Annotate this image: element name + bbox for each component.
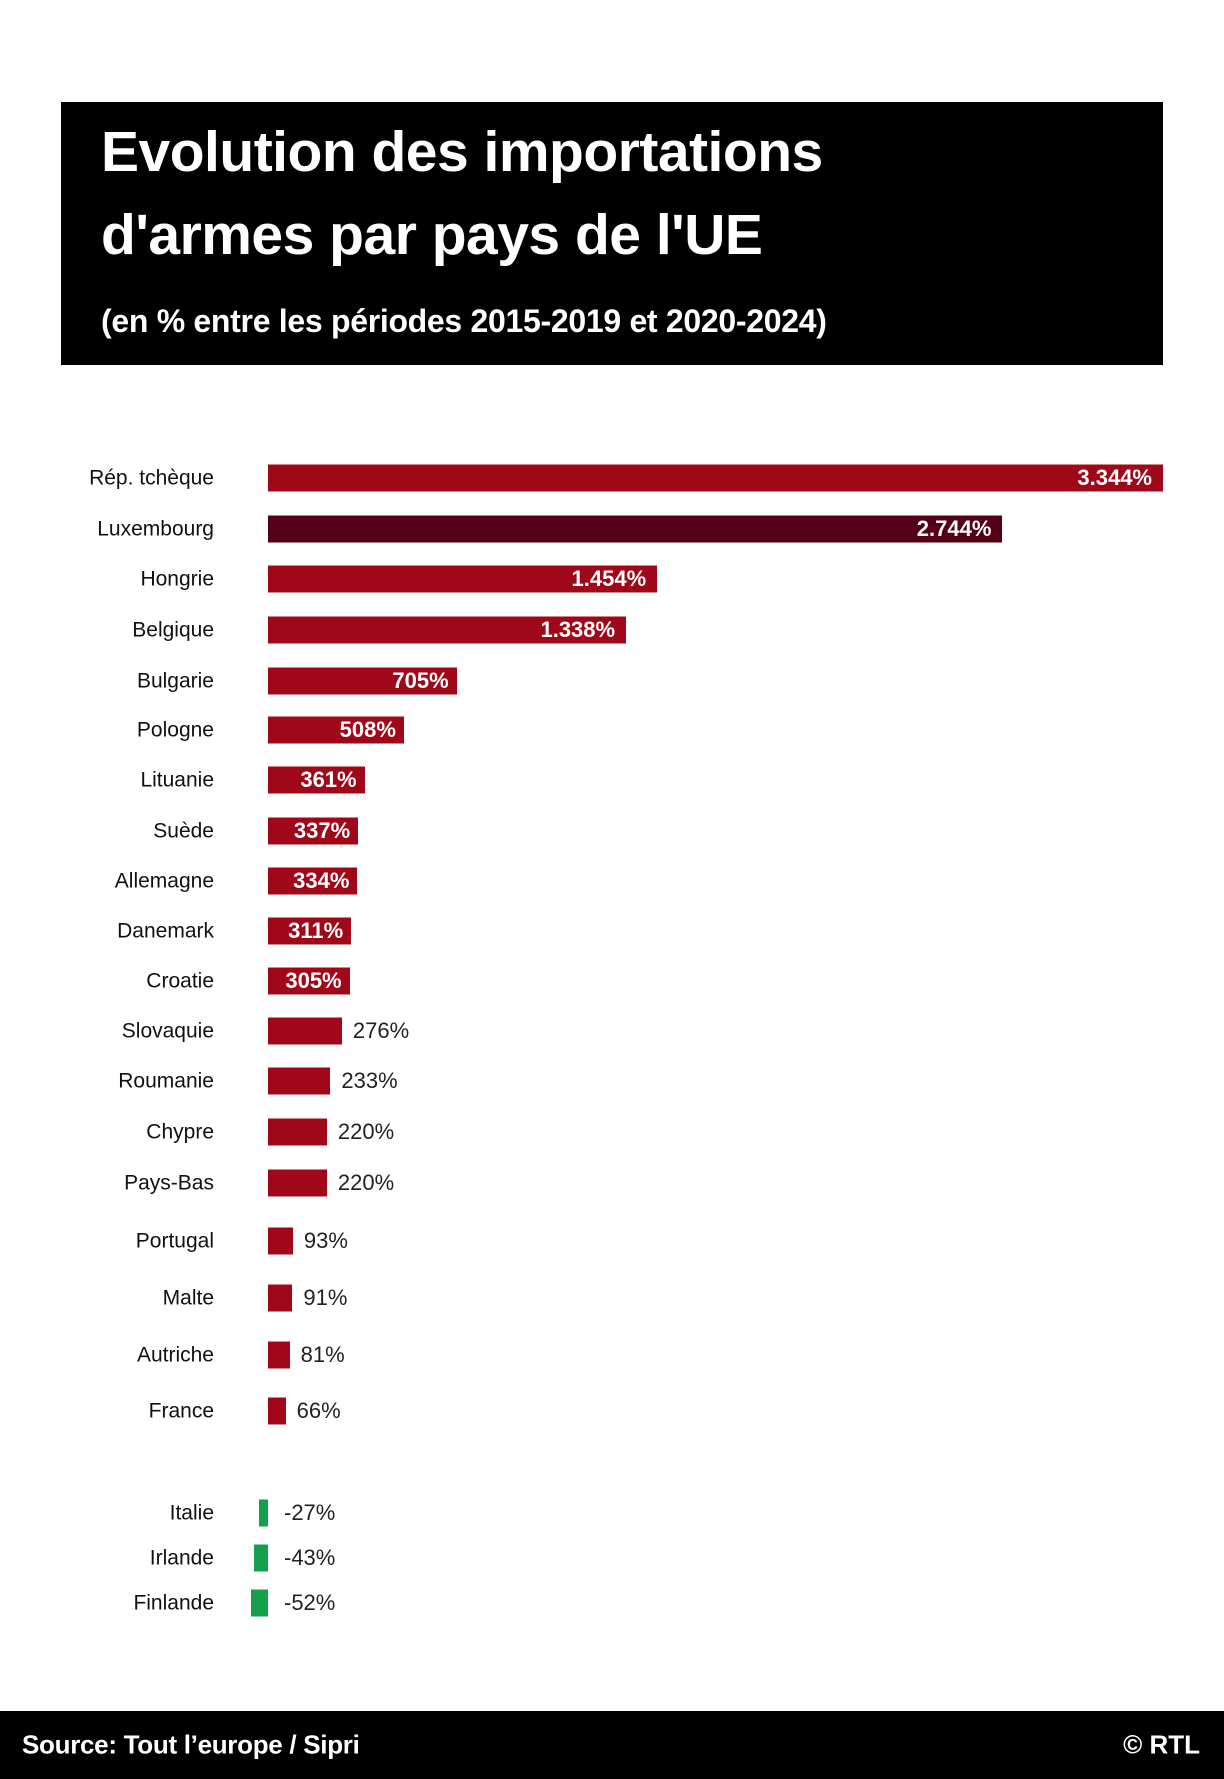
value-label-bulgarie: 705% bbox=[392, 668, 449, 693]
category-label-chypre: Chypre bbox=[146, 1120, 214, 1144]
category-label-croatie: Croatie bbox=[146, 969, 214, 993]
chart-subtitle: (en % entre les périodes 2015-2019 et 20… bbox=[101, 303, 827, 339]
bar-irlande bbox=[253, 1544, 268, 1572]
category-label-irlande: Irlande bbox=[149, 1546, 214, 1570]
category-label-danemark: Danemark bbox=[117, 919, 214, 943]
value-label-pays-bas: 220% bbox=[337, 1170, 395, 1195]
bar-italie bbox=[258, 1499, 268, 1527]
value-label-rep-tcheque: 3.344% bbox=[1077, 465, 1152, 490]
value-label-belgique: 1.338% bbox=[540, 617, 616, 642]
bar-roumanie bbox=[268, 1067, 331, 1095]
category-label-bulgarie: Bulgarie bbox=[136, 669, 214, 693]
bar-chart: Rép. tchèque 3.344% Luxembourg 2.744% Hongri… bbox=[89, 464, 1163, 1617]
bar-allemagne bbox=[268, 867, 358, 895]
value-label-chypre: 220% bbox=[337, 1119, 395, 1144]
bar-hongrie bbox=[268, 565, 658, 593]
value-label-roumanie: 233% bbox=[341, 1068, 398, 1093]
bar-pays-bas bbox=[268, 1169, 327, 1197]
category-label-hongrie: Hongrie bbox=[140, 567, 214, 591]
value-label-irlande: -43% bbox=[284, 1545, 336, 1570]
value-label-lituanie: 361% bbox=[300, 767, 357, 792]
value-label-italie: -27% bbox=[284, 1500, 336, 1525]
category-label-suede: Suède bbox=[153, 819, 214, 843]
category-label-slovaquie: Slovaquie bbox=[121, 1019, 214, 1043]
value-label-finlande: -52% bbox=[284, 1590, 336, 1615]
bar-croatie bbox=[268, 967, 350, 995]
value-label-portugal: 93% bbox=[303, 1228, 348, 1253]
bar-luxembourg bbox=[268, 515, 1003, 543]
footer-bar: Source: Tout l’europe / Sipri © RTL bbox=[0, 1711, 1224, 1779]
category-label-pays-bas: Pays-Bas bbox=[124, 1171, 214, 1195]
category-label-portugal: Portugal bbox=[135, 1229, 214, 1253]
value-label-hongrie: 1.454% bbox=[571, 566, 647, 591]
category-label-allemagne: Allemagne bbox=[114, 869, 214, 893]
category-label-france: France bbox=[148, 1399, 214, 1423]
category-label-autriche: Autriche bbox=[136, 1343, 214, 1367]
category-label-italie: Italie bbox=[169, 1501, 214, 1525]
value-label-suede: 337% bbox=[293, 818, 351, 843]
category-label-rep-tcheque: Rép. tchèque bbox=[89, 466, 214, 490]
title-box: Evolution des importations d'armes par p… bbox=[61, 102, 1163, 365]
bar-rep-tcheque bbox=[268, 464, 1163, 492]
value-label-slovaquie: 276% bbox=[352, 1018, 410, 1043]
category-label-belgique: Belgique bbox=[132, 618, 214, 642]
value-label-luxembourg: 2.744% bbox=[916, 516, 992, 541]
bar-france bbox=[268, 1397, 286, 1425]
value-label-allemagne: 334% bbox=[293, 868, 350, 893]
bar-belgique bbox=[268, 616, 627, 644]
bar-bulgarie bbox=[268, 667, 457, 695]
category-label-luxembourg: Luxembourg bbox=[97, 517, 214, 541]
copyright-rtl: © RTL bbox=[1123, 1729, 1200, 1760]
source-credit: Source: Tout l’europe / Sipri bbox=[22, 1729, 360, 1760]
chart-title-line-2: d'armes par pays de l'UE bbox=[101, 203, 763, 267]
bar-suede bbox=[268, 817, 359, 845]
category-label-roumanie: Roumanie bbox=[118, 1069, 214, 1093]
category-label-pologne: Pologne bbox=[136, 718, 214, 742]
category-label-malte: Malte bbox=[162, 1286, 214, 1310]
value-label-pologne: 508% bbox=[339, 717, 396, 742]
value-label-france: 66% bbox=[296, 1398, 341, 1423]
category-label-finlande: Finlande bbox=[133, 1591, 214, 1615]
bar-lituanie bbox=[268, 766, 365, 794]
bar-portugal bbox=[268, 1227, 293, 1255]
bar-chypre bbox=[268, 1118, 327, 1146]
bar-malte bbox=[268, 1284, 293, 1312]
bar-autriche bbox=[268, 1341, 290, 1369]
bar-pologne bbox=[268, 716, 404, 744]
value-label-autriche: 81% bbox=[300, 1342, 345, 1367]
category-label-lituanie: Lituanie bbox=[140, 768, 214, 792]
value-label-malte: 91% bbox=[303, 1285, 348, 1310]
bar-danemark bbox=[268, 917, 352, 945]
bar-finlande bbox=[250, 1589, 268, 1617]
value-label-danemark: 311% bbox=[288, 918, 344, 943]
bar-slovaquie bbox=[268, 1017, 342, 1045]
chart-title-line-1: Evolution des importations bbox=[101, 120, 823, 184]
value-label-croatie: 305% bbox=[285, 968, 342, 993]
